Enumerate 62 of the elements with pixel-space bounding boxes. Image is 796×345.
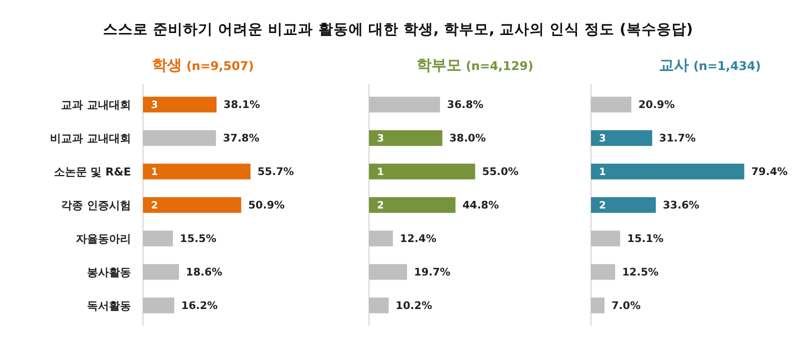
data-label: 20.9% (638, 99, 676, 112)
data-label: 15.5% (180, 233, 217, 246)
data-label: 10.2% (396, 300, 433, 312)
bar (369, 164, 476, 180)
bar (591, 230, 620, 246)
data-label: 37.8% (222, 132, 260, 145)
data-label: 38.1% (224, 99, 260, 112)
bar (369, 230, 393, 246)
data-label: 44.8% (462, 200, 500, 212)
bar (369, 96, 440, 112)
data-label: 7.0% (612, 300, 642, 312)
bar (369, 264, 408, 280)
annotation: 3 (599, 134, 606, 145)
data-label: 19.7% (414, 266, 451, 279)
y-tick-label: 독서활동 (87, 299, 131, 312)
data-label: 16.2% (181, 300, 218, 312)
bar (591, 164, 744, 180)
bar (143, 197, 242, 213)
bar (591, 197, 656, 213)
data-label: 33.6% (662, 200, 700, 212)
y-tick-label: 자율동아리 (76, 232, 131, 246)
data-label: 50.9% (248, 200, 286, 212)
annotation: 3 (377, 134, 384, 145)
bar (143, 230, 173, 246)
chart-subtitle: 학부모 (n=4,129) (416, 56, 534, 74)
bar (591, 298, 605, 314)
y-tick-label: 교과 교내대회 (61, 98, 131, 112)
y-tick-label: 봉사활동 (87, 266, 131, 279)
annotation: 1 (599, 167, 606, 178)
bar (591, 130, 652, 146)
chart-subtitle: 교사 (n=1,434) (659, 56, 761, 74)
text: 스스로 준비하기 어려운 비교과 활동에 대한 학생, 학부모, 교사의 인식 정도 (복수응답) (103, 22, 693, 38)
data-label: 55.7% (258, 166, 294, 178)
annotation: 2 (377, 200, 384, 212)
bar (591, 264, 616, 280)
annotation: 2 (151, 200, 158, 212)
bar (143, 164, 250, 180)
bar (591, 96, 632, 112)
bar (143, 298, 174, 314)
annotation: 3 (151, 100, 158, 112)
annotation: 1 (151, 167, 158, 178)
data-label: 18.6% (186, 266, 223, 279)
annotation: 1 (377, 167, 384, 178)
bar (143, 96, 217, 112)
data-label: 38.0% (449, 132, 486, 145)
y-tick-label: 비교과 교내대회 (50, 132, 131, 145)
bar (143, 264, 179, 280)
bar (369, 197, 456, 213)
y-tick-label: 소논문 및 R&E (54, 165, 131, 178)
bar (369, 298, 389, 314)
data-label: 12.4% (400, 233, 437, 246)
data-label: 15.1% (627, 233, 664, 246)
data-label: 12.5% (622, 266, 660, 279)
bar (143, 130, 216, 146)
data-label: 36.8% (447, 99, 484, 112)
data-label: 31.7% (659, 132, 696, 145)
bar (369, 130, 442, 146)
data-label: 79.4% (751, 166, 788, 178)
data-label: 55.0% (482, 166, 520, 178)
y-tick-label: 각종 인증시험 (61, 198, 131, 212)
annotation: 2 (599, 200, 606, 212)
chart-subtitle: 학생 (n=9,507) (152, 56, 254, 74)
